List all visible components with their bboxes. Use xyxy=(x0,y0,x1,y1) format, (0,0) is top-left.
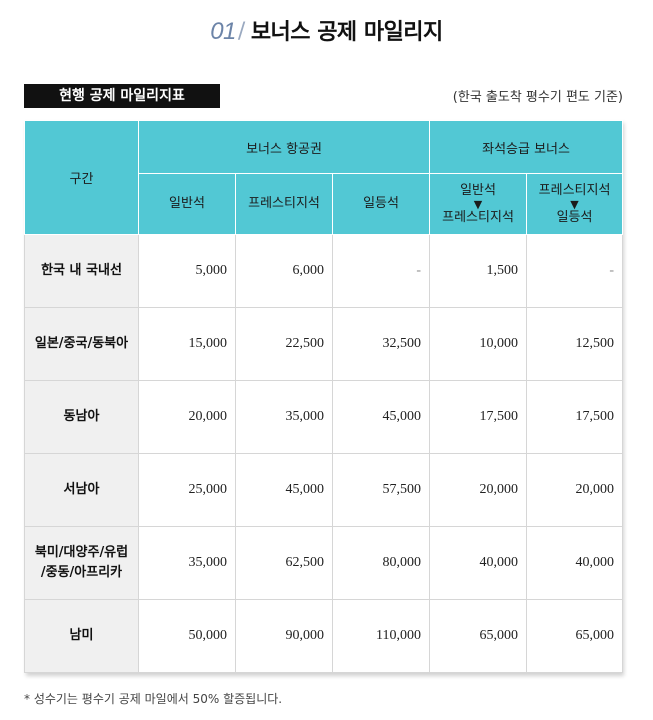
table-row: 한국 내 국내선 5,000 6,000-1,500- xyxy=(24,234,624,308)
mileage-cell: 22,500 xyxy=(235,307,333,381)
header-upgrade-prestige-first: 프레스티지석 ▼ 일등석 xyxy=(526,173,624,235)
header-economy: 일반석 xyxy=(138,173,236,235)
basis-note: (한국 출도착 평수기 편도 기준) xyxy=(452,90,623,105)
section-slash: / xyxy=(237,19,245,44)
mileage-cell: 40,000 xyxy=(429,526,528,600)
table-row: 일본/중국/동북아 15,000 22,500 32,500 10,000 12,500 xyxy=(24,307,624,381)
mileage-cell: 17,500 xyxy=(526,380,624,454)
mileage-cell: 5,000 xyxy=(138,234,236,308)
region-name: 서남아 xyxy=(63,482,100,497)
region-name: 일본/중국/동북아 xyxy=(34,336,129,351)
mileage-cell: 50,000 xyxy=(138,599,236,673)
down-arrow-icon: ▼ xyxy=(570,197,579,211)
mileage-cell: 35,000 xyxy=(235,380,333,454)
table-row: 남미 50,000 90,000 110,000 65,000 65,000 xyxy=(24,599,624,673)
region-name: 동남아 xyxy=(63,409,100,424)
header-upgrade-economy-prestige: 일반석 ▼ 프레스티지석 xyxy=(429,173,528,235)
table-row: 북미/대양주/유럽/중동/아프리카 35,000 62,500 80,000 40,00… xyxy=(24,526,624,600)
region-cell: 북미/대양주/유럽/중동/아프리카 xyxy=(24,526,139,600)
mileage-table: 구간 보너스 항공권 좌석승급 보너스 일반석 프레스티지석 일등석 일반석 ▼… xyxy=(24,120,624,673)
mileage-cell: 57,500 xyxy=(331,453,431,527)
region-cell: 동남아 xyxy=(24,380,139,454)
title-text: 보너스 공제 마일리지 xyxy=(250,20,443,45)
header-first: 일등석 xyxy=(331,173,431,235)
mileage-cell: 35,000 xyxy=(138,526,236,600)
header-bonus-ticket: 보너스 항공권 xyxy=(137,120,431,174)
upgrade-from: 일반석 xyxy=(460,182,496,198)
mileage-cell: 65,000 xyxy=(526,599,624,673)
mileage-cell: 20,000 xyxy=(526,453,624,527)
mileage-cell: 12,500 xyxy=(526,307,624,381)
mileage-cell: - xyxy=(331,234,431,308)
region-cell: 일본/중국/동북아 xyxy=(24,307,139,381)
section-number: 01 xyxy=(210,18,236,45)
mileage-cell: 65,000 xyxy=(429,599,528,673)
mileage-cell: 32,500 xyxy=(331,307,431,381)
header-seat-upgrade: 좌석승급 보너스 xyxy=(429,120,624,174)
table-row: 동남아 20,000 35,000 45,000 17,500 17,500 xyxy=(24,380,624,454)
region-cell: 한국 내 국내선 xyxy=(24,234,139,308)
upgrade-to: 일등석 xyxy=(556,209,593,225)
region-cell: 서남아 xyxy=(24,453,139,527)
mileage-cell: 20,000 xyxy=(138,380,236,454)
mileage-cell: - xyxy=(526,234,624,308)
region-name: 북미/대양주/유럽 xyxy=(34,545,129,560)
mileage-cell: 1,500 xyxy=(429,234,528,308)
page-title: 01/보너스 공제 마일리지 xyxy=(0,14,653,46)
region-cell: 남미 xyxy=(24,599,139,673)
mileage-cell: 20,000 xyxy=(429,453,528,527)
mileage-cell: 62,500 xyxy=(235,526,333,600)
upgrade-to: 프레스티지석 xyxy=(442,209,514,225)
mileage-cell: 40,000 xyxy=(526,526,624,600)
region-name-line2: /중동/아프리카 xyxy=(40,565,123,580)
mileage-cell: 90,000 xyxy=(235,599,333,673)
mileage-cell: 80,000 xyxy=(331,526,431,600)
down-arrow-icon: ▼ xyxy=(473,197,483,211)
mileage-cell: 6,000 xyxy=(235,234,333,308)
upgrade-from: 프레스티지석 xyxy=(538,182,611,198)
mileage-cell: 10,000 xyxy=(429,307,528,381)
region-name: 한국 내 국내선 xyxy=(41,263,122,278)
mileage-cell: 110,000 xyxy=(331,599,431,673)
mileage-cell: 15,000 xyxy=(138,307,236,381)
mileage-cell: 45,000 xyxy=(331,380,431,454)
mileage-cell: 25,000 xyxy=(138,453,236,527)
header-region: 구간 xyxy=(24,120,139,235)
table-label: 현행 공제 마일리지표 xyxy=(24,84,220,108)
region-name: 남미 xyxy=(69,628,94,643)
table-row: 서남아 25,000 45,000 57,500 20,000 20,000 xyxy=(24,453,624,527)
header-prestige: 프레스티지석 xyxy=(235,173,333,235)
mileage-cell: 17,500 xyxy=(429,380,528,454)
footnote: * 성수기는 평수기 공제 마일에서 50% 할증됩니다. xyxy=(24,692,283,706)
mileage-cell: 45,000 xyxy=(235,453,333,527)
